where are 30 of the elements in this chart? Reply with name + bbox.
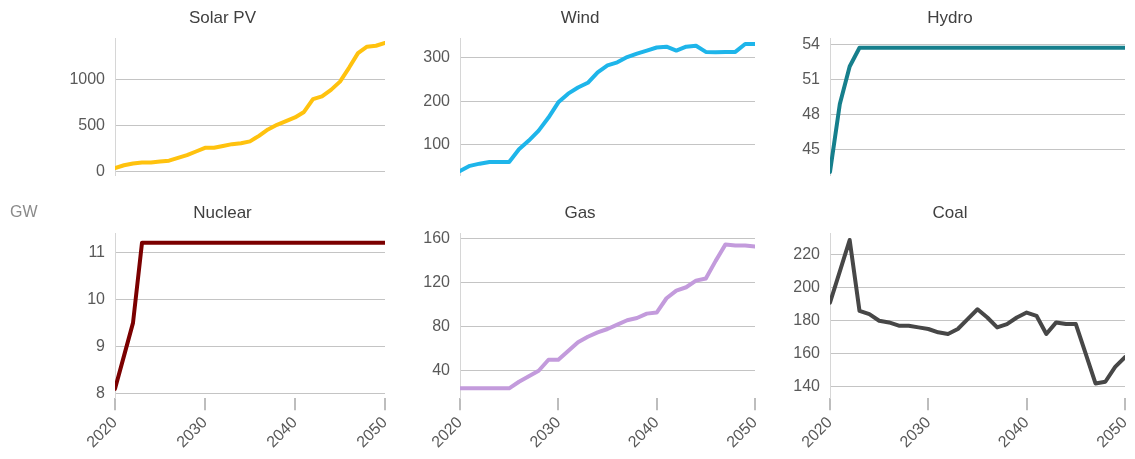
- y-tick-label: 40: [432, 361, 451, 379]
- chart-title: Solar PV: [188, 7, 257, 27]
- y-tick-label: 160: [793, 344, 821, 362]
- y-tick-label: 51: [802, 69, 821, 87]
- y-tick-label: 48: [802, 104, 821, 122]
- y-tick-label: 160: [423, 229, 451, 247]
- chart-title: Hydro: [927, 7, 973, 27]
- y-tick-label: 8: [96, 383, 106, 401]
- y-tick-label: 200: [423, 91, 451, 109]
- y-tick-label: 140: [793, 377, 821, 395]
- chart-title: Gas: [564, 202, 596, 222]
- y-tick-label: 100: [423, 135, 451, 153]
- y-tick-label: 120: [423, 273, 451, 291]
- y-tick-label: 180: [793, 311, 821, 329]
- y-tick-label: 54: [802, 34, 821, 52]
- y-tick-label: 11: [88, 242, 106, 260]
- y-tick-label: 10: [87, 289, 106, 307]
- chart-title: Coal: [932, 202, 968, 222]
- y-axis-title: GW: [10, 203, 39, 221]
- y-tick-label: 300: [423, 48, 451, 66]
- y-tick-label: 200: [793, 278, 821, 296]
- y-tick-label: 220: [793, 245, 821, 263]
- y-tick-label: 9: [96, 336, 106, 354]
- y-tick-label: 1000: [69, 70, 106, 88]
- chart-title: Wind: [560, 7, 600, 27]
- y-tick-label: 80: [432, 317, 451, 335]
- y-tick-label: 0: [96, 162, 106, 180]
- y-tick-label: 500: [78, 116, 106, 134]
- y-tick-label: 45: [802, 140, 821, 158]
- chart-title: Nuclear: [193, 202, 253, 222]
